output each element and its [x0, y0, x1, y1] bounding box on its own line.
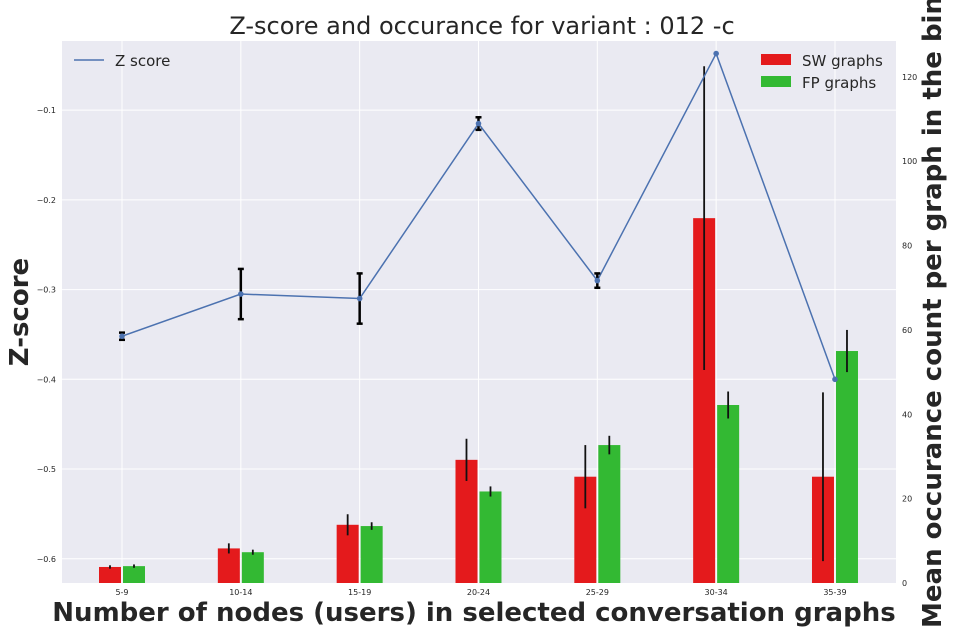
right-y-tick-label: 120	[902, 73, 917, 82]
right-y-tick-label: 60	[902, 326, 912, 335]
x-tick-label: 20-24	[467, 588, 490, 597]
left-y-tick-label: −0.6	[37, 555, 56, 564]
bar-fp-graphs	[360, 526, 383, 583]
x-tick-label: 15-19	[348, 588, 371, 597]
bar-fp-graphs	[835, 351, 858, 583]
legend-label-sw-graphs: SW graphs	[802, 52, 883, 70]
bar-sw-graphs	[336, 524, 359, 583]
left-y-ticks: −0.6 −0.5 −0.4 −0.3 −0.2 −0.1	[37, 106, 56, 564]
right-y-tick-label: 0	[902, 579, 907, 588]
bar-sw-graphs	[693, 218, 716, 584]
z-score-line	[119, 50, 838, 383]
legend-line: Z score	[74, 52, 170, 70]
left-y-tick-label: −0.1	[37, 106, 56, 115]
bar-fp-graphs	[123, 566, 145, 583]
right-y-axis-label: Mean occurance count per graph in the bi…	[918, 0, 948, 628]
z-score-point	[238, 291, 244, 297]
z-score-point	[475, 120, 482, 127]
legend-label-z-score: Z score	[115, 52, 170, 70]
bar-sw-graphs	[455, 459, 478, 583]
bars	[99, 66, 858, 584]
x-tick-label: 5-9	[115, 588, 128, 597]
right-y-tick-label: 40	[902, 410, 912, 419]
bar-fp-graphs	[241, 552, 264, 583]
left-y-tick-label: −0.4	[37, 375, 56, 384]
z-score-point	[594, 277, 601, 284]
chart-title: Z-score and occurance for variant : 012 …	[229, 12, 734, 40]
right-y-tick-label: 20	[902, 495, 912, 504]
left-y-tick-label: −0.5	[37, 465, 56, 474]
left-y-axis-label: Z-score	[5, 258, 35, 366]
z-score-point	[713, 50, 719, 57]
x-tick-label: 35-39	[823, 588, 846, 597]
left-y-tick-label: −0.3	[37, 286, 56, 295]
left-y-tick-label: −0.2	[37, 196, 56, 205]
x-tick-label: 10-14	[229, 588, 252, 597]
x-tick-label: 30-34	[705, 588, 728, 597]
grid	[62, 41, 896, 583]
legend-swatch-sw-graphs	[761, 54, 791, 65]
z-score-point	[832, 376, 838, 383]
x-tick-label: 25-29	[586, 588, 609, 597]
z-score-point	[356, 295, 363, 302]
legend-swatch-fp-graphs	[761, 76, 791, 87]
z-score-point	[119, 333, 125, 340]
right-y-ticks: 0 20 40 60 80 100 120	[902, 73, 917, 588]
bar-fp-graphs	[479, 491, 502, 583]
bar-sw-graphs	[574, 476, 597, 583]
right-y-tick-label: 100	[902, 157, 917, 166]
bar-sw-graphs	[99, 566, 121, 583]
bar-fp-graphs	[717, 405, 740, 583]
legend-bars: SW graphs FP graphs	[761, 52, 883, 92]
plot-background	[62, 41, 896, 583]
bar-fp-graphs	[598, 445, 621, 583]
right-y-tick-label: 80	[902, 242, 912, 251]
legend-label-fp-graphs: FP graphs	[802, 74, 876, 92]
x-axis-label: Number of nodes (users) in selected conv…	[52, 598, 895, 628]
x-ticks: 5-9 10-14 15-19 20-24 25-29 30-34 35-39	[115, 588, 846, 597]
bar-sw-graphs	[217, 548, 240, 583]
